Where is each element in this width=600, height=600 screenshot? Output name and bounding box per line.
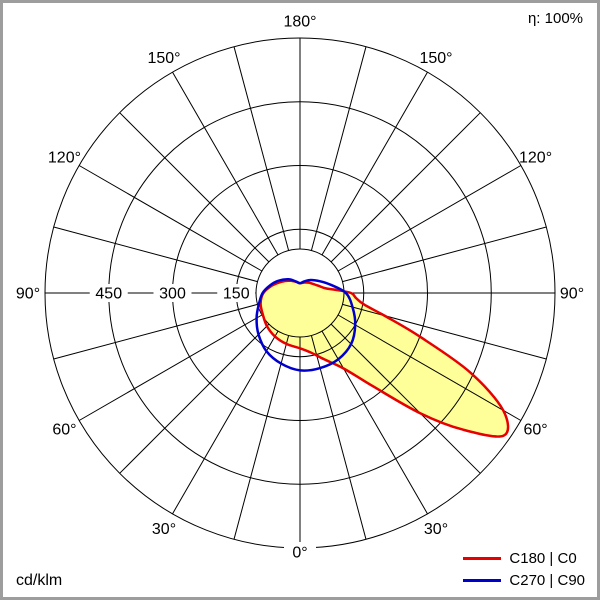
- radial-label-bg: [153, 284, 192, 302]
- grid-spoke: [330, 323, 481, 474]
- radial-axis-label: 450: [95, 286, 122, 303]
- legend-label: C270 | C90: [509, 572, 585, 589]
- grid-spoke: [321, 330, 428, 515]
- grid-spoke: [172, 330, 279, 515]
- grid-spoke: [233, 46, 290, 251]
- efficiency-label: η: 100%: [527, 10, 583, 27]
- legend: C180 | C0 C270 | C90: [463, 550, 585, 589]
- angle-label: 120°: [519, 150, 552, 167]
- grid-spoke: [342, 226, 547, 283]
- beam-fill: [260, 280, 509, 437]
- grid-spoke: [321, 71, 428, 256]
- legend-label: C180 | C0: [509, 550, 577, 567]
- angle-label: 60°: [523, 422, 547, 439]
- grid-spoke: [337, 165, 522, 272]
- radial-label-bg: [217, 284, 256, 302]
- angle-label: 150°: [419, 50, 452, 67]
- angle-label: 150°: [147, 50, 180, 67]
- angle-label: 120°: [48, 150, 81, 167]
- legend-swatch: [463, 557, 502, 560]
- grid-spoke: [310, 335, 367, 540]
- radial-axis-label: 150: [223, 286, 250, 303]
- radial-axis-label: 300: [159, 286, 186, 303]
- curve-c270-c90: [255, 278, 357, 372]
- legend-item-c270-c90: C270 | C90: [463, 572, 585, 589]
- grid-spoke: [342, 303, 547, 360]
- grid-spoke: [53, 303, 258, 360]
- grid-spoke: [119, 323, 270, 474]
- radial-label-bg: [89, 284, 128, 302]
- grid-spoke: [330, 112, 481, 263]
- angle-label: 0°: [292, 545, 307, 562]
- angle-label-bg: [284, 542, 316, 562]
- grid-spoke: [310, 46, 367, 251]
- angle-label: 60°: [52, 422, 76, 439]
- units-label: cd/klm: [16, 572, 63, 589]
- angle-label: 30°: [152, 521, 176, 538]
- legend-item-c180-c0: C180 | C0: [463, 550, 577, 567]
- grid-spoke: [78, 165, 263, 272]
- grid-spoke: [337, 314, 522, 421]
- angle-label: 180°: [283, 14, 316, 31]
- polar-chart-svg: 450 300 150 0° 30° 60° 90° 120° 150° 180° 150° 120°…: [16, 14, 584, 562]
- grid-spoke: [78, 314, 263, 421]
- angle-label: 90°: [560, 286, 584, 303]
- legend-swatch: [463, 579, 502, 582]
- grid-spoke: [119, 112, 270, 263]
- grid-spoke: [172, 71, 279, 256]
- grid-spoke: [53, 226, 258, 283]
- angle-label: 90°: [16, 286, 40, 303]
- angle-label: 30°: [424, 521, 448, 538]
- grid-spoke: [233, 335, 290, 540]
